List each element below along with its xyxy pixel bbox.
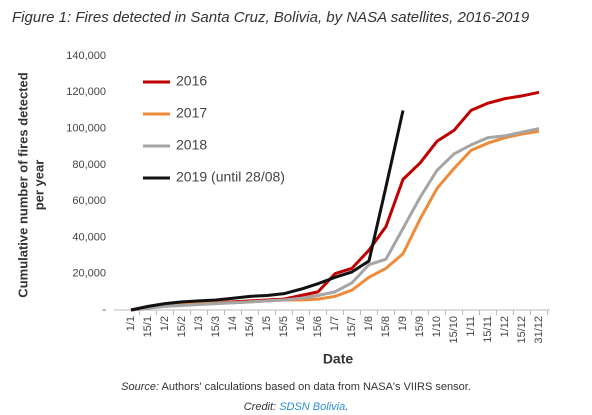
y-tick-label: 100,000 bbox=[66, 122, 106, 134]
x-tick-label: 15/5 bbox=[278, 316, 290, 337]
series-line bbox=[130, 110, 405, 312]
chart-title: Figure 1: Fires detected in Santa Cruz, … bbox=[12, 9, 530, 26]
x-tick-label: 1/3 bbox=[193, 316, 205, 331]
credit: Credit: SDSN Bolivia. bbox=[244, 401, 349, 413]
x-axis-label: Date bbox=[323, 351, 354, 367]
x-tick-label: 1/8 bbox=[363, 316, 375, 331]
credit-label: Credit: bbox=[244, 401, 276, 413]
x-tick-label: 15/11 bbox=[482, 316, 494, 343]
y-tick-label: 140,000 bbox=[66, 50, 106, 62]
x-tick-label: 15/1 bbox=[142, 316, 154, 337]
x-tick-label: 15/7 bbox=[346, 316, 358, 337]
legend-label: 2018 bbox=[176, 137, 207, 153]
credit-link[interactable]: SDSN Bolivia bbox=[279, 401, 345, 413]
x-tick-label: 15/2 bbox=[176, 316, 188, 337]
x-tick-label: 1/2 bbox=[159, 316, 171, 331]
x-tick-label: 1/12 bbox=[499, 316, 511, 337]
y-axis-label: Cumulative number of fires detected per … bbox=[15, 72, 46, 297]
x-tick-label: 1/7 bbox=[329, 316, 341, 331]
source-label: Source: bbox=[121, 381, 159, 393]
y-tick-label: 40,000 bbox=[72, 231, 106, 243]
x-tick-label: 1/10 bbox=[431, 316, 443, 337]
legend-label: 2016 bbox=[176, 73, 207, 89]
x-tick-label: 1/4 bbox=[227, 316, 239, 331]
source: Source: Authors' calculations based on d… bbox=[121, 381, 471, 393]
series-line bbox=[130, 127, 540, 312]
x-tick-label: 15/9 bbox=[414, 316, 426, 337]
y-tick-label: - bbox=[102, 304, 106, 316]
credit-end: . bbox=[345, 401, 348, 413]
source-text: Authors' calculations based on data from… bbox=[162, 381, 471, 393]
y-tick-label: 80,000 bbox=[72, 159, 106, 171]
x-tick-label: 31/12 bbox=[533, 316, 545, 344]
x-tick-label: 15/3 bbox=[210, 316, 222, 337]
y-tick-label: 60,000 bbox=[72, 195, 106, 207]
x-tick-label: 1/9 bbox=[397, 316, 409, 331]
series-line bbox=[130, 129, 540, 312]
x-tick-label: 15/8 bbox=[380, 316, 392, 337]
y-axis-label-line: Cumulative number of fires detected bbox=[15, 72, 30, 297]
legend-label: 2017 bbox=[176, 105, 207, 121]
y-tick-label: 120,000 bbox=[66, 86, 106, 98]
legend-label: 2019 (until 28/08) bbox=[176, 169, 285, 185]
x-tick-label: 1/5 bbox=[261, 316, 273, 331]
x-tick-label: 15/10 bbox=[448, 316, 460, 344]
x-tick-label: 1/1 bbox=[125, 316, 137, 331]
y-tick-label: 20,000 bbox=[72, 268, 106, 280]
y-axis-label-line: per year bbox=[31, 160, 46, 211]
x-tick-label: 1/6 bbox=[295, 316, 307, 331]
x-tick-label: 15/12 bbox=[516, 316, 528, 344]
x-tick-label: 15/4 bbox=[244, 316, 256, 337]
x-tick-label: 15/6 bbox=[312, 316, 324, 337]
x-tick-label: 1/11 bbox=[465, 316, 477, 337]
